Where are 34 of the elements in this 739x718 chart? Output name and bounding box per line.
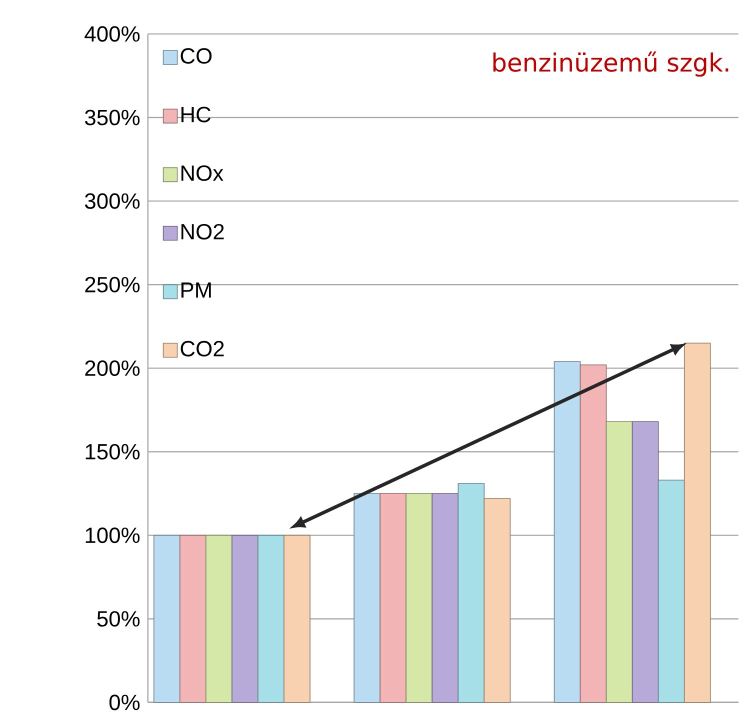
y-tick-label: 50% [97,611,140,627]
bar [153,535,180,704]
bar [658,480,685,704]
bar [606,421,633,704]
bar [232,535,258,704]
y-tick-label: 0% [109,694,140,710]
y-tick-label: 400% [84,26,140,42]
y-tick-label: 300% [84,194,140,210]
legend-label: HC [181,107,211,123]
bar [180,535,206,704]
legend-label: CO2 [180,341,224,357]
bar [432,493,459,704]
bar [258,535,284,704]
bar [406,493,433,704]
bar [484,498,511,704]
bar [380,493,407,704]
legend-label: NOx [181,166,224,182]
y-tick-label: 350% [84,110,140,126]
legend-label: NO2 [181,224,224,240]
y-tick-label: 250% [85,277,140,293]
bar [632,421,659,704]
y-tick-label: 150% [86,444,140,460]
bar [684,342,711,704]
bar [284,535,310,704]
y-tick-label: 100% [86,528,140,544]
legend-label: CO [180,48,212,64]
bar [458,483,485,704]
bar [554,361,581,704]
bar [580,364,607,704]
y-tick-label: 200% [85,360,140,376]
annotation: benzinüzemű szgk. [493,52,728,77]
legend-label: PM [181,282,211,298]
bar [354,493,380,704]
bar [206,535,232,704]
